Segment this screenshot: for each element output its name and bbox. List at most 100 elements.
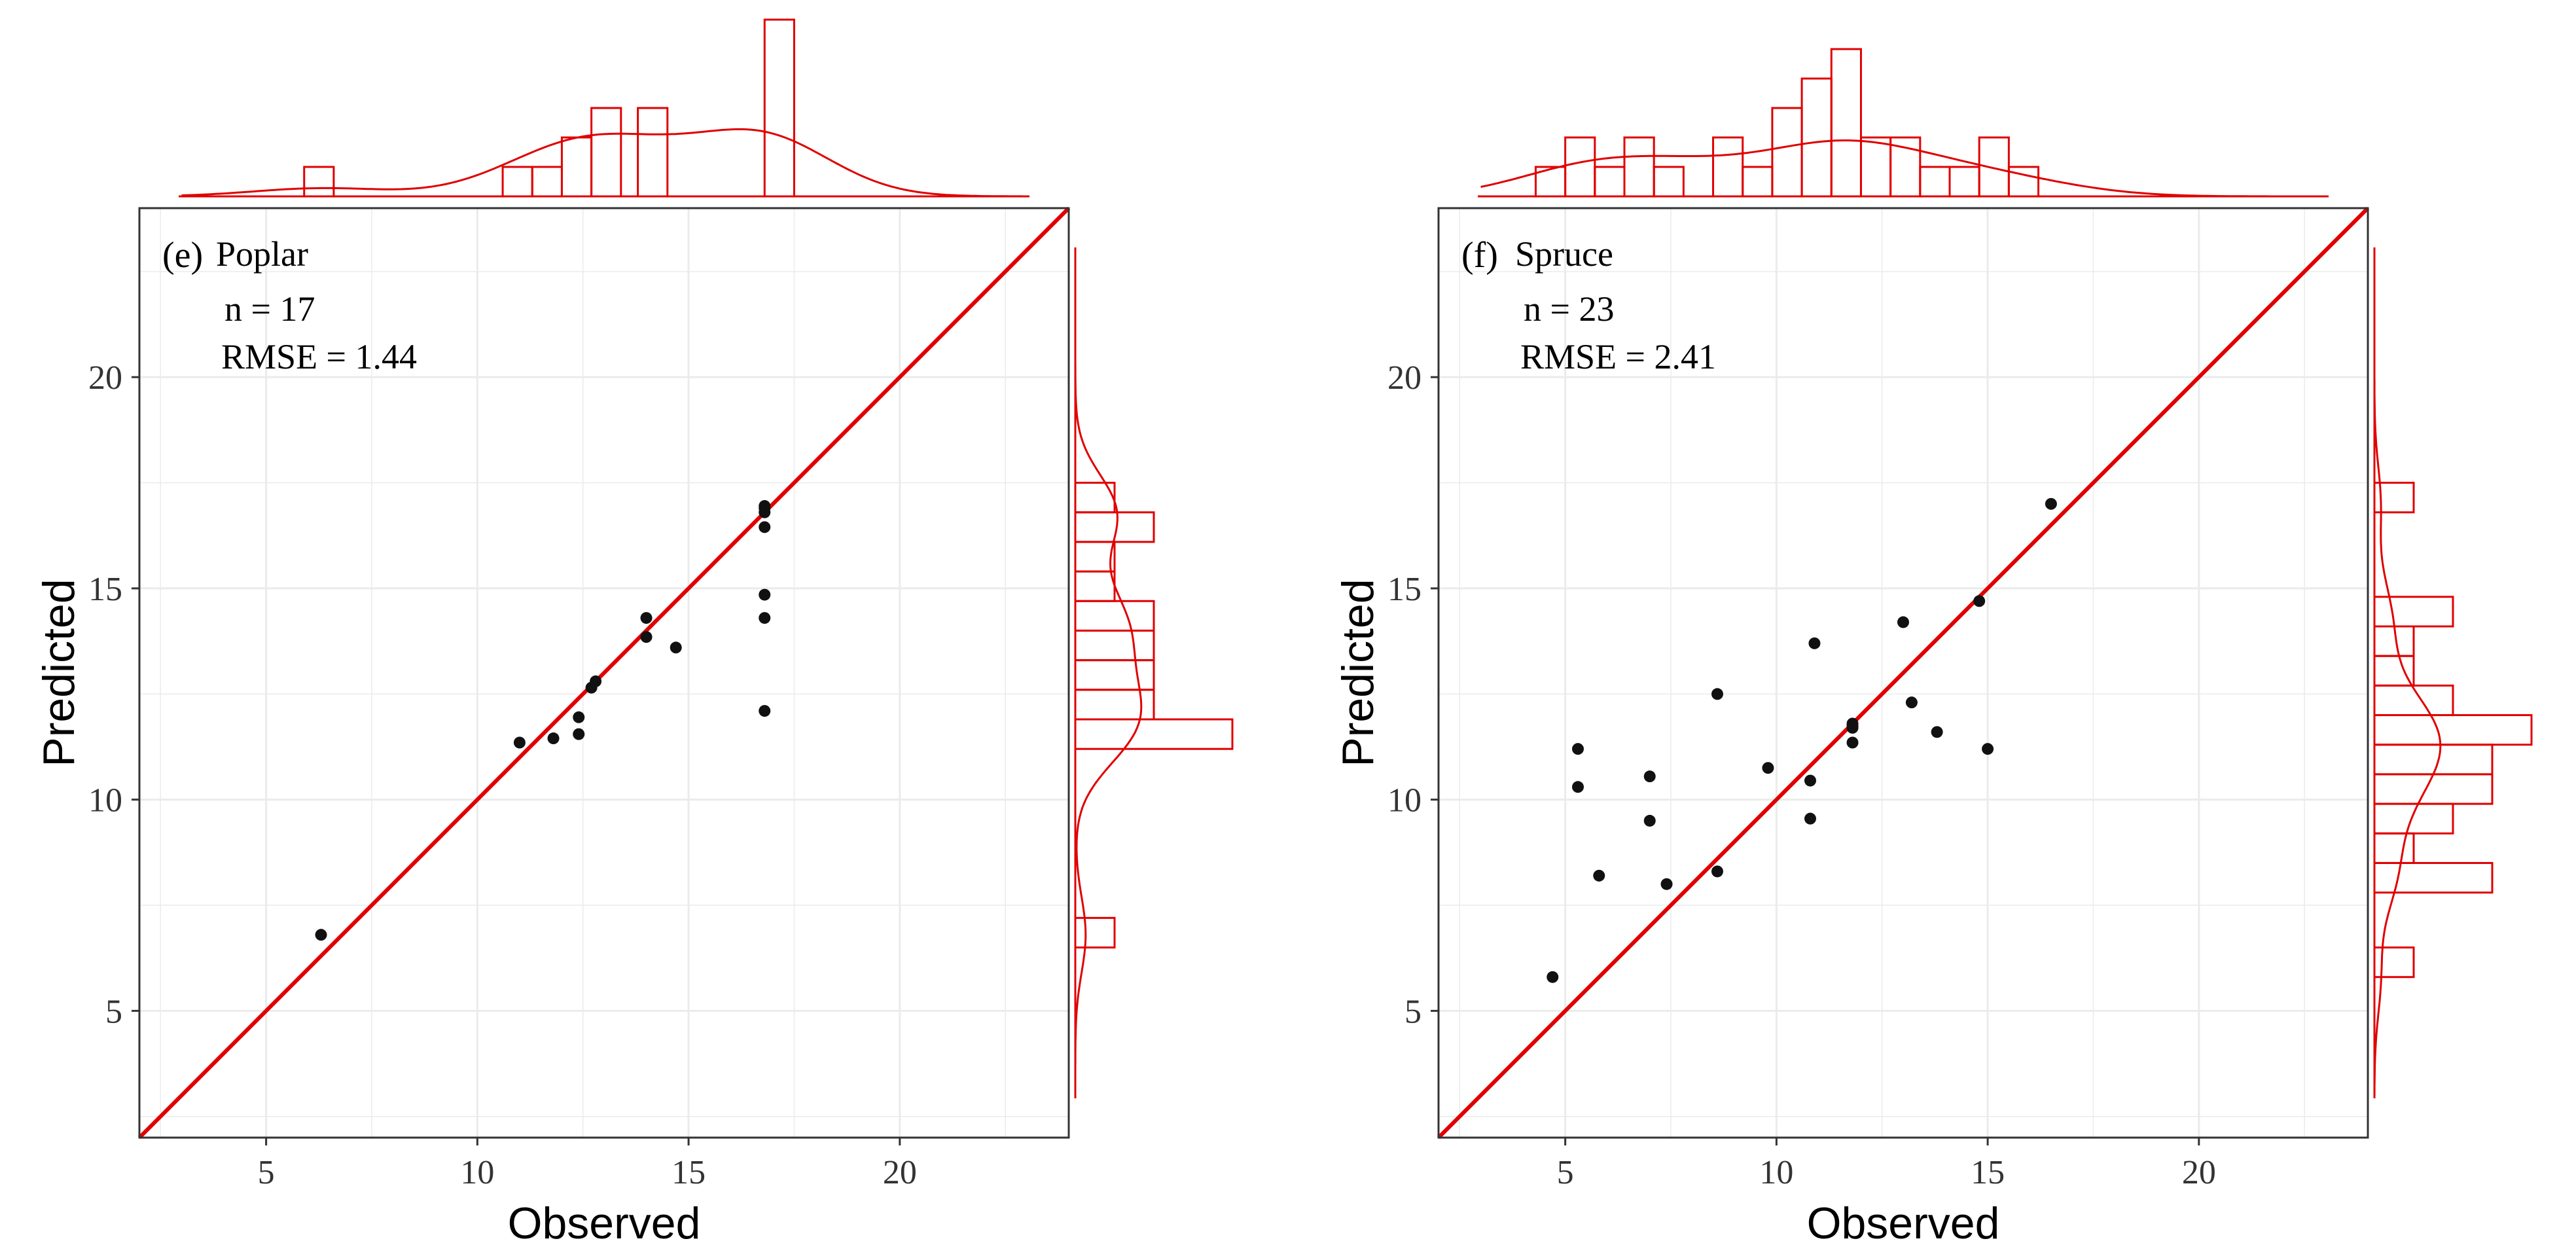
- x-tick-label: 10: [1759, 1154, 1793, 1191]
- y-axis-title: Predicted: [34, 579, 84, 766]
- data-point: [640, 631, 653, 643]
- rmse-label: RMSE = 2.41: [1520, 337, 1716, 376]
- rmse-label: RMSE = 1.44: [221, 337, 417, 376]
- grid: [139, 208, 1069, 1138]
- x-marginal-histogram: [1478, 48, 2329, 198]
- data-point: [1643, 814, 1656, 827]
- y-marginal-bar: [1074, 718, 1234, 750]
- data-point: [670, 641, 682, 654]
- data-point: [640, 612, 653, 624]
- one-to-one-line: [1437, 206, 2370, 1140]
- data-points: [315, 500, 771, 941]
- y-marginal-bar: [2373, 482, 2415, 514]
- y-marginal-bar: [2373, 744, 2494, 776]
- x-marginal-bar: [1771, 107, 1803, 198]
- x-tick-label: 15: [671, 1154, 706, 1191]
- data-point: [1762, 762, 1774, 774]
- sample-size-label: n = 17: [224, 289, 315, 329]
- data-point: [1846, 719, 1859, 732]
- y-marginal-bar: [2373, 861, 2494, 894]
- x-axis-title: Observed: [1807, 1198, 2000, 1248]
- y-marginal-bar: [1074, 659, 1155, 691]
- data-point: [573, 728, 585, 740]
- panel-label: (e): [162, 235, 203, 276]
- x-marginal-bar: [1623, 136, 1655, 198]
- panel-frame: [1437, 207, 2369, 1139]
- y-marginal-histogram: [2373, 247, 2533, 1098]
- y-marginal-bar: [2373, 773, 2494, 805]
- data-point: [759, 500, 771, 513]
- y-marginal-bar: [2373, 655, 2415, 687]
- x-marginal-bar: [763, 18, 795, 198]
- y-marginal-bar: [2373, 802, 2454, 835]
- chart-panel-e: 5 10 15 20 5 10 15 20 Observed Predicted (e) Poplar…: [34, 18, 1234, 1248]
- y-marginal-bar: [2373, 596, 2454, 628]
- data-point: [1846, 736, 1859, 749]
- data-point: [759, 705, 771, 717]
- data-point: [759, 521, 771, 533]
- y-marginal-bar: [1074, 600, 1155, 632]
- data-points: [1547, 497, 2057, 983]
- data-point: [1973, 595, 1986, 607]
- grid: [1439, 208, 2368, 1138]
- data-point: [1572, 781, 1584, 793]
- y-tick-label: 5: [1404, 993, 1422, 1030]
- data-point: [1593, 869, 1605, 882]
- x-tick-label: 5: [1557, 1154, 1574, 1191]
- y-tick-label: 20: [1387, 359, 1422, 397]
- y-marginal-histogram: [1074, 247, 1234, 1098]
- data-point: [2045, 497, 2057, 510]
- data-point: [1905, 696, 1918, 709]
- x-marginal-bar: [560, 136, 593, 198]
- x-marginal-bar: [590, 107, 622, 198]
- data-point: [573, 711, 585, 723]
- data-point: [547, 732, 560, 745]
- y-tick-label: 20: [88, 359, 122, 397]
- data-point: [1931, 726, 1943, 738]
- panel-frame: [138, 207, 1070, 1139]
- data-point: [1804, 774, 1816, 787]
- x-marginal-bar: [1594, 166, 1626, 198]
- data-point: [1982, 743, 1994, 755]
- x-marginal-bar: [1948, 166, 1980, 198]
- y-marginal-bar: [1074, 541, 1116, 573]
- x-marginal-bar: [1830, 48, 1862, 198]
- data-point: [1808, 637, 1821, 649]
- y-density-curve: [2373, 255, 2442, 1096]
- panel-label: (f): [1461, 235, 1498, 276]
- x-marginal-bar: [637, 107, 669, 198]
- y-tick-label: 10: [1387, 782, 1422, 819]
- x-marginal-bar: [1742, 166, 1774, 198]
- data-point: [315, 929, 327, 941]
- x-tick-label: 5: [258, 1154, 275, 1191]
- data-point: [1897, 616, 1909, 628]
- data-point: [759, 588, 771, 601]
- x-marginal-bar: [2007, 166, 2040, 198]
- y-tick-label: 5: [105, 993, 122, 1030]
- x-tick-label: 20: [883, 1154, 917, 1191]
- panel-title: Spruce: [1515, 234, 1613, 274]
- x-tick-label: 10: [460, 1154, 494, 1191]
- x-density-curve: [181, 128, 1022, 198]
- chart-panel-f: 5 10 15 20 5 10 15 20 Observed Predicted (f) Spruce…: [1333, 48, 2533, 1248]
- y-axis-title: Predicted: [1333, 579, 1383, 766]
- x-marginal-bar: [303, 166, 335, 198]
- data-point: [1711, 688, 1723, 700]
- panel-title: Poplar: [216, 234, 308, 274]
- x-tick-label: 15: [1971, 1154, 2005, 1191]
- x-marginal-bar: [531, 166, 563, 198]
- data-point: [513, 736, 526, 749]
- data-point: [1711, 865, 1723, 878]
- x-marginal-bar: [501, 166, 533, 198]
- x-marginal-bar: [1978, 136, 2010, 198]
- y-marginal-bar: [1074, 916, 1116, 949]
- y-marginal-bar: [1074, 482, 1116, 514]
- x-marginal-bar: [1919, 166, 1951, 198]
- sample-size-label: n = 23: [1524, 289, 1614, 329]
- y-tick-label: 15: [1387, 571, 1422, 608]
- y-marginal-bar: [1074, 570, 1116, 602]
- data-point: [1547, 971, 1559, 983]
- y-marginal-bar: [2373, 946, 2415, 979]
- data-point: [1804, 812, 1816, 825]
- data-point: [590, 675, 602, 687]
